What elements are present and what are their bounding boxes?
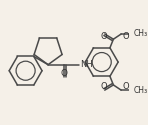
Text: CH₃: CH₃ — [133, 30, 147, 38]
Text: O: O — [122, 32, 129, 41]
Text: NH: NH — [80, 60, 93, 69]
Text: O: O — [100, 82, 107, 91]
Text: CH₃: CH₃ — [133, 86, 147, 95]
Text: O: O — [100, 32, 107, 41]
Text: O: O — [122, 82, 129, 91]
Text: O: O — [60, 69, 67, 78]
